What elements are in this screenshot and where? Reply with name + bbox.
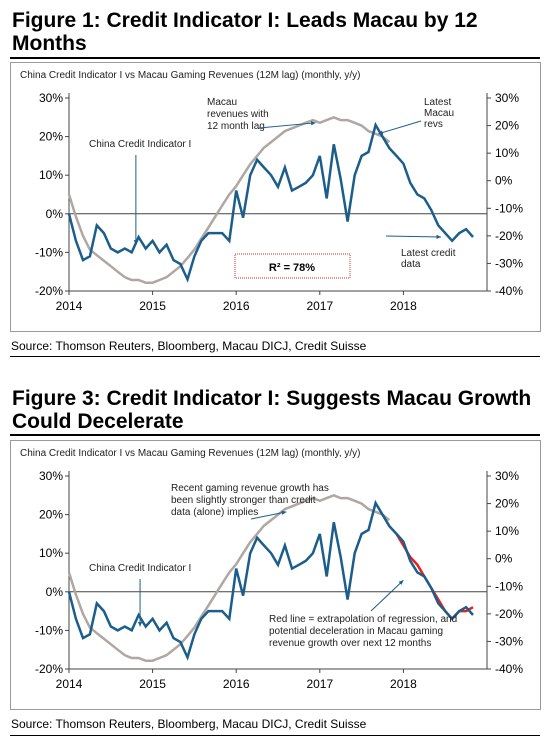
red-line-annotation-line: revenue growth over next 12 months — [269, 638, 431, 649]
x-tick-label: 2014 — [56, 299, 83, 313]
latest-macau-annotation-line: Macau — [424, 108, 454, 119]
chart-title: China Credit Indicator I vs Macau Gaming… — [20, 448, 361, 459]
left-tick-label: 20% — [39, 508, 63, 522]
macau-revenue-line — [67, 493, 391, 662]
recent-growth-arrow-head — [281, 510, 287, 515]
x-tick-label: 2015 — [139, 299, 166, 313]
macau-arrow-head — [310, 121, 316, 126]
credit-indicator-line — [67, 499, 474, 661]
right-tick-label: -30% — [495, 256, 523, 270]
figure-1-bottom-rule — [10, 356, 540, 357]
figure-1-source: Source: Thomson Reuters, Bloomberg, Maca… — [11, 339, 367, 353]
latest-credit-annotation-line: data — [401, 259, 421, 270]
chart-title: China Credit Indicator I vs Macau Gaming… — [20, 70, 361, 81]
left-tick-label: 10% — [39, 168, 63, 182]
x-tick-label: 2014 — [56, 677, 83, 691]
right-tick-label: 10% — [495, 146, 519, 160]
right-tick-label: -10% — [495, 201, 523, 215]
red-line-annotation: Red line = extrapolation of regression, … — [269, 614, 457, 649]
figure-3-panel: China Credit Indicator I vs Macau Gaming… — [10, 440, 541, 710]
x-tick-label: 2018 — [390, 299, 417, 313]
left-tick-label: -20% — [35, 662, 63, 676]
credit-arrow-head — [133, 240, 139, 245]
red-line-arrow — [370, 579, 404, 612]
latest-macau-arrow — [378, 120, 422, 135]
latest-credit-arrow — [385, 235, 442, 238]
latest-credit-annotation: Latest credit data — [401, 248, 456, 270]
x-tick-label: 2017 — [306, 299, 333, 313]
right-tick-label: -30% — [495, 634, 523, 648]
latest-credit-annotation-line: Latest credit — [401, 248, 456, 259]
x-tick-label: 2017 — [306, 677, 333, 691]
latest-macau-annotation-line: Latest — [424, 97, 451, 108]
right-tick-label: -10% — [495, 579, 523, 593]
latest-macau-annotation: Latest Macau revs — [424, 97, 454, 130]
left-tick-label: 30% — [39, 469, 63, 483]
figure-1-title: Figure 1: Credit Indicator I: Leads Maca… — [12, 9, 478, 55]
figure-1-title-rule — [10, 57, 540, 59]
left-tick-label: 30% — [39, 91, 63, 105]
figure-1-chart: China Credit Indicator I vs Macau Gaming… — [20, 70, 523, 313]
macau-annotation-line: Macau — [207, 97, 237, 108]
credit-annotation: China Credit Indicator I — [89, 563, 191, 574]
left-tick-label: -10% — [35, 623, 63, 637]
right-tick-label: 10% — [495, 524, 519, 538]
macau-arrow — [258, 122, 316, 129]
right-tick-label: 30% — [495, 469, 519, 483]
red-line-arrow-head — [398, 580, 404, 585]
right-tick-label: -20% — [495, 229, 523, 243]
extrapolation-line — [395, 533, 474, 621]
right-tick-label: 20% — [495, 497, 519, 511]
recent-growth-annotation-line: data (alone) implies — [171, 507, 258, 518]
figure-3-title: Figure 3: Credit Indicator I: Suggests M… — [12, 387, 532, 433]
latest-macau-annotation-line: revs — [424, 119, 443, 130]
left-tick-label: 0% — [46, 207, 64, 221]
x-tick-label: 2016 — [223, 299, 250, 313]
red-line-annotation-line: Red line = extrapolation of regression, … — [269, 614, 457, 625]
recent-growth-annotation-line: Recent gaming revenue growth has — [171, 483, 329, 494]
latest-macau-arrow-head — [378, 130, 384, 135]
r2-box — [234, 253, 351, 279]
macau-annotation: Macau revenues with 12 month lag — [207, 97, 269, 132]
recent-growth-annotation: Recent gaming revenue growth has been sli… — [171, 483, 329, 518]
right-tick-label: 30% — [495, 91, 519, 105]
left-tick-label: 10% — [39, 546, 63, 560]
left-tick-label: 20% — [39, 130, 63, 144]
x-tick-label: 2016 — [223, 677, 250, 691]
left-tick-label: -20% — [35, 284, 63, 298]
figure-3-source: Source: Thomson Reuters, Bloomberg, Maca… — [11, 717, 367, 731]
macau-revenue-line — [67, 115, 391, 284]
left-tick-label: -10% — [35, 245, 63, 259]
recent-growth-annotation-line: been slightly stronger than credit — [171, 495, 316, 506]
recent-growth-arrow — [250, 511, 287, 520]
macau-annotation-line: 12 month lag — [207, 121, 265, 132]
credit-annotation: China Credit Indicator I — [89, 139, 191, 150]
macau-annotation-line: revenues with — [207, 109, 269, 120]
credit-arrow-head — [137, 622, 143, 627]
x-tick-label: 2015 — [139, 677, 166, 691]
right-tick-label: -40% — [495, 662, 523, 676]
right-tick-label: 0% — [495, 174, 513, 188]
figure-1-panel: China Credit Indicator I vs Macau Gaming… — [10, 62, 541, 332]
figure-3-title-rule — [10, 434, 540, 436]
red-line-annotation-line: potential deceleration in Macau gaming — [269, 626, 443, 637]
figure-3-chart: China Credit Indicator I vs Macau Gaming… — [20, 448, 523, 691]
r2-label: R² = 78% — [269, 262, 315, 274]
latest-credit-arrow-head — [436, 234, 442, 240]
left-tick-label: 0% — [46, 585, 64, 599]
figure-3-bottom-rule — [10, 735, 540, 736]
right-tick-label: -20% — [495, 607, 523, 621]
right-tick-label: 0% — [495, 552, 513, 566]
x-tick-label: 2018 — [390, 677, 417, 691]
right-tick-label: 20% — [495, 119, 519, 133]
right-tick-label: -40% — [495, 284, 523, 298]
